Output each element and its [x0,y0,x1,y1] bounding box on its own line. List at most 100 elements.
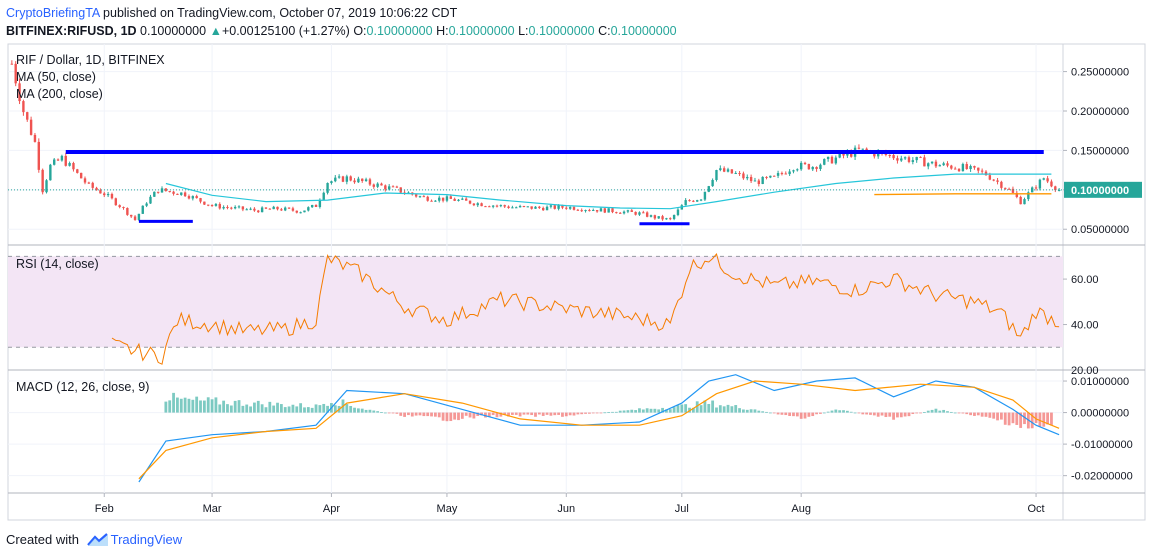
candle [861,148,864,150]
author-link[interactable]: CryptoBriefingTA [6,6,100,20]
candle [199,197,202,204]
candle [711,178,714,187]
candle-body [595,210,599,212]
candle [811,166,814,172]
candle [26,111,29,122]
candle [322,191,325,201]
candle [79,172,83,179]
macd-histogram-bar [811,412,815,417]
candle-body [807,164,811,170]
candle-body [491,205,495,207]
candle-body [1000,181,1003,188]
macd-histogram-bar [757,410,761,413]
candle [376,182,379,189]
candle [1011,186,1015,194]
candle-body [538,206,541,208]
created-with-text: Created with [6,532,79,547]
macd-tick-label: 0.00000000 [1071,408,1129,420]
candle [457,198,460,202]
candle-body [622,211,626,214]
candle-body [657,216,660,219]
macd-histogram-bar [437,412,441,418]
candle [676,208,680,217]
candle-body [1019,196,1022,205]
macd-histogram-bar [707,403,711,413]
candle-body [430,200,433,202]
ma50-legend: MA (50, close) [16,70,96,84]
candle [934,159,938,169]
candle-body [187,196,191,199]
candle [980,168,984,175]
macd-histogram-bar [680,404,684,413]
macd-histogram-bar [410,412,414,417]
candle-body [642,212,645,214]
macd-histogram-bar [584,412,587,414]
candle-body [830,156,834,164]
candle-body [18,83,21,102]
candle-body [318,199,322,207]
macd-histogram-bar [164,401,168,413]
macd-histogram-bar [861,412,865,415]
candle-body [873,151,876,157]
candle [657,216,660,219]
candle [649,214,653,218]
candle-body [649,215,653,217]
rsi-tick-label: 20.00 [1071,365,1099,377]
candle-body [565,207,568,209]
candle-body [153,191,156,197]
x-tick-label: Oct [1027,503,1044,515]
macd-histogram-bar [430,412,433,417]
macd-histogram-bar [195,396,199,413]
candle [511,205,514,209]
candle [210,204,214,207]
candle-body [942,163,945,166]
candle-body [399,187,402,193]
candle-body [395,186,399,188]
candle [45,179,48,194]
macd-histogram-bar [457,412,460,421]
candle [615,211,618,214]
candle [287,207,291,209]
candle [141,205,144,214]
candle [226,205,229,210]
candle-body [418,196,422,198]
macd-histogram-bar [433,412,437,417]
macd-histogram-bar [665,409,668,413]
candle-body [603,208,607,213]
candle-body [611,208,614,213]
candle [183,191,187,198]
candle [518,204,522,208]
candle [29,116,33,136]
candle-body [160,188,164,193]
candle [172,190,175,196]
candle-body [268,208,272,210]
candle [345,174,349,185]
candle [303,210,306,213]
tradingview-brand-link[interactable]: TradingView [110,532,183,547]
candle [1004,187,1007,190]
candle [399,187,402,194]
candle [588,208,591,212]
candle [1034,185,1038,191]
price-tick-label: 0.25000000 [1071,67,1129,79]
macd-histogram-bar [915,412,919,414]
candle [915,156,918,163]
candle-body [753,180,757,182]
macd-histogram-bar [807,412,811,417]
candle-body [245,209,248,211]
candle [164,188,168,192]
macd-histogram-bar [537,412,541,415]
macd-histogram-bar [241,405,245,413]
macd-histogram-bar [614,411,618,413]
candle-body [938,165,941,167]
macd-histogram-bar [826,411,830,413]
macd-histogram-bar [699,405,703,413]
candle [692,200,695,203]
candle-body [580,210,583,212]
candle [126,207,129,216]
macd-histogram-bar [218,404,222,413]
candle-body [734,173,737,175]
candle [361,178,364,183]
candle [834,155,838,165]
